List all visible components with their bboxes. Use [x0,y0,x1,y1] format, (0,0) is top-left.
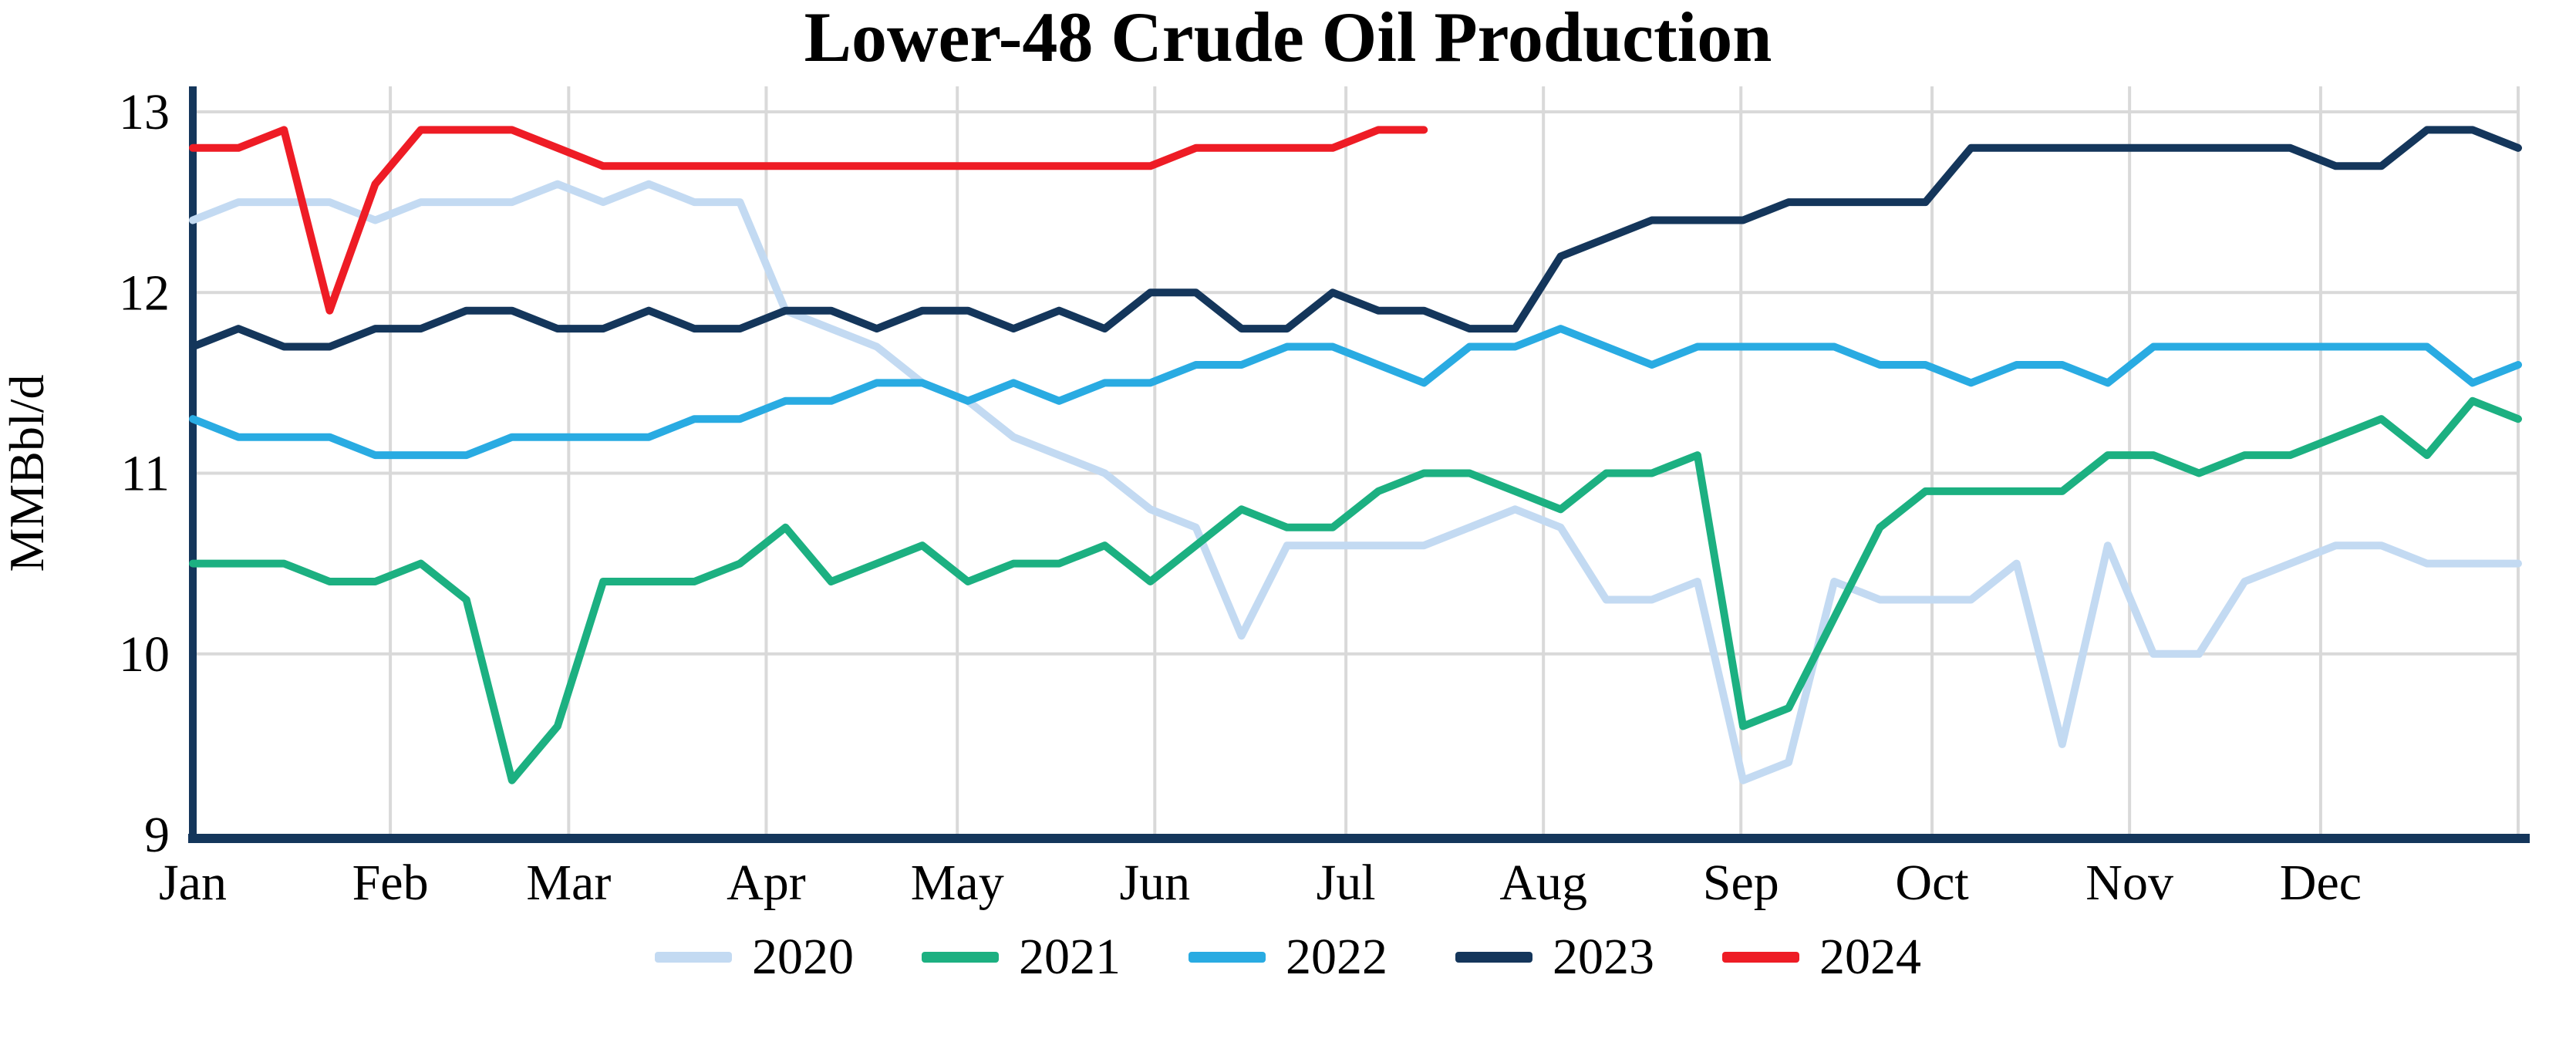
legend: 2020 2021 2022 2023 2024 [0,932,2576,983]
y-tick-label: 12 [119,265,170,321]
y-tick-label: 9 [144,807,170,863]
x-tick-label: Dec [2280,855,2362,911]
legend-item-2021: 2021 [922,932,1121,983]
x-tick-label: Jul [1317,855,1376,911]
series-line-2023 [189,126,2522,351]
y-tick-label: 11 [120,446,170,502]
legend-label: 2023 [1553,929,1654,985]
legend-label: 2024 [1819,929,1921,985]
legend-item-2023: 2023 [1455,932,1654,983]
legend-label: 2021 [1019,929,1121,985]
y-axis-title: MMBbl/d [0,374,54,572]
x-tick-label: Aug [1499,855,1587,911]
x-tick-label: Apr [727,855,806,911]
legend-label: 2020 [752,929,854,985]
x-tick-label: Nov [2085,855,2173,911]
x-tick-label: Feb [352,855,429,911]
x-tick-label: Jun [1119,855,1190,911]
legend-swatch-2023 [1455,952,1532,963]
x-tick-label: May [911,855,1004,911]
legend-item-2020: 2020 [655,932,854,983]
legend-item-2022: 2022 [1189,932,1387,983]
legend-swatch-2020 [655,952,732,963]
x-tick-label: Sep [1703,855,1779,911]
legend-item-2024: 2024 [1722,932,1921,983]
legend-swatch-2021 [922,952,999,963]
legend-label: 2022 [1286,929,1387,985]
chart-title: Lower-48 Crude Oil Production [804,0,1772,76]
x-tick-label: Mar [526,855,611,911]
y-tick-label: 10 [119,626,170,683]
legend-swatch-2022 [1189,952,1266,963]
series-line-2022 [189,325,2522,460]
x-tick-label: Jan [159,855,227,911]
y-tick-label: 13 [119,84,170,140]
series-line-2020 [189,180,2522,784]
legend-swatch-2024 [1722,952,1799,963]
series-line-2021 [189,396,2522,784]
x-tick-label: Oct [1895,855,1968,911]
series-line-2024 [189,126,1428,315]
